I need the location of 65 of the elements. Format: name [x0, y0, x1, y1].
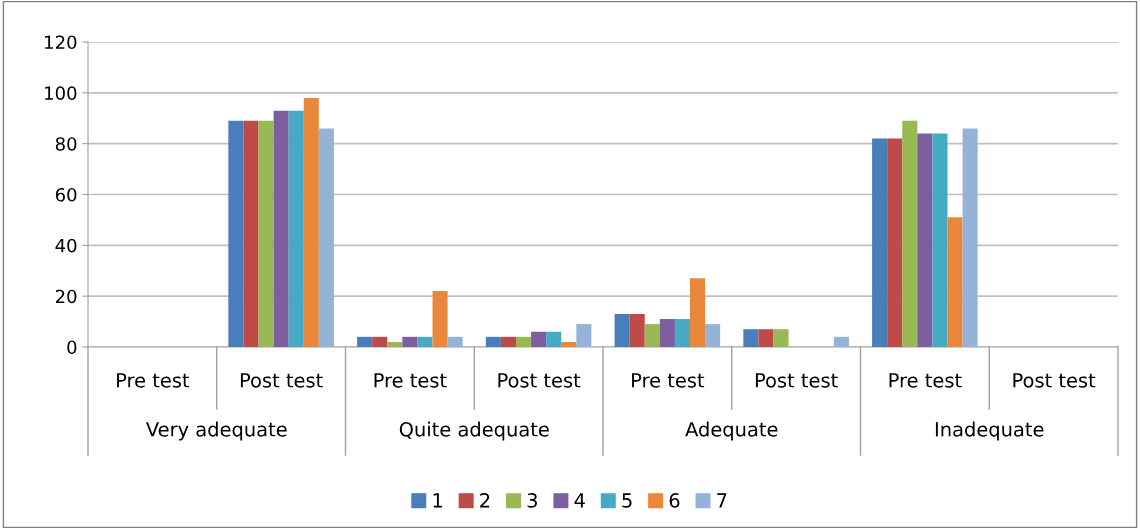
bar — [288, 110, 304, 347]
bar — [758, 329, 774, 347]
bar — [546, 331, 562, 347]
bar — [258, 120, 274, 347]
bar — [485, 336, 501, 347]
bar — [303, 97, 319, 347]
bar — [402, 336, 418, 347]
legend-label: 2 — [480, 493, 490, 508]
bar — [629, 313, 645, 347]
x-tick-label: Pre test — [374, 373, 447, 388]
y-tick-label: 100 — [45, 86, 77, 100]
bar — [917, 133, 933, 347]
y-tick-label: 0 — [67, 340, 77, 355]
y-tick-label: 80 — [55, 137, 77, 151]
bar — [318, 128, 334, 347]
bar — [417, 336, 433, 347]
y-tick-label: 40 — [55, 238, 77, 253]
text: Inadequate — [935, 421, 1044, 441]
bar — [243, 120, 259, 347]
y-tick-label: 60 — [55, 187, 77, 202]
bar — [962, 128, 978, 347]
legend-label: 4 — [574, 493, 585, 508]
legend-label: 3 — [527, 493, 537, 508]
legend-label: 5 — [622, 493, 632, 508]
bar — [500, 336, 516, 347]
text: Quite adequate — [399, 421, 549, 441]
bar — [387, 341, 403, 347]
bar — [614, 313, 630, 347]
bar — [705, 324, 721, 347]
bar — [372, 336, 388, 347]
x-tick-label: Post test — [755, 373, 838, 388]
bar — [690, 278, 706, 347]
x-tick-label: Post test — [498, 373, 581, 388]
x-tick-label: Pre test — [889, 373, 962, 388]
bar — [357, 336, 373, 347]
bar — [659, 319, 675, 347]
bar — [947, 217, 963, 347]
bar — [773, 329, 789, 347]
bar — [576, 324, 592, 347]
y-tick-label: 20 — [55, 289, 77, 304]
bar — [432, 291, 448, 347]
bar — [902, 120, 918, 347]
bar — [561, 341, 577, 347]
bar — [833, 336, 849, 347]
bar — [273, 110, 289, 347]
x-tick-label: Post test — [240, 373, 323, 388]
bar — [516, 336, 532, 347]
text: Adequate — [685, 421, 778, 441]
y-tick-label: 120 — [45, 35, 77, 50]
bar — [887, 138, 903, 347]
bar — [644, 324, 660, 347]
text: Very adequate — [145, 421, 287, 441]
bar — [228, 120, 244, 347]
x-tick-label: Post test — [1013, 373, 1096, 388]
x-tick-label: Pre test — [632, 373, 705, 388]
bar — [447, 336, 463, 347]
bar — [674, 319, 690, 347]
legend-label: 7 — [717, 493, 727, 508]
legend-label: 1 — [433, 493, 442, 508]
bar — [743, 329, 759, 347]
legend-label: 6 — [669, 493, 680, 508]
bar — [872, 138, 888, 347]
x-tick-label: Pre test — [117, 373, 190, 388]
bar — [531, 331, 547, 347]
bar — [932, 133, 948, 347]
